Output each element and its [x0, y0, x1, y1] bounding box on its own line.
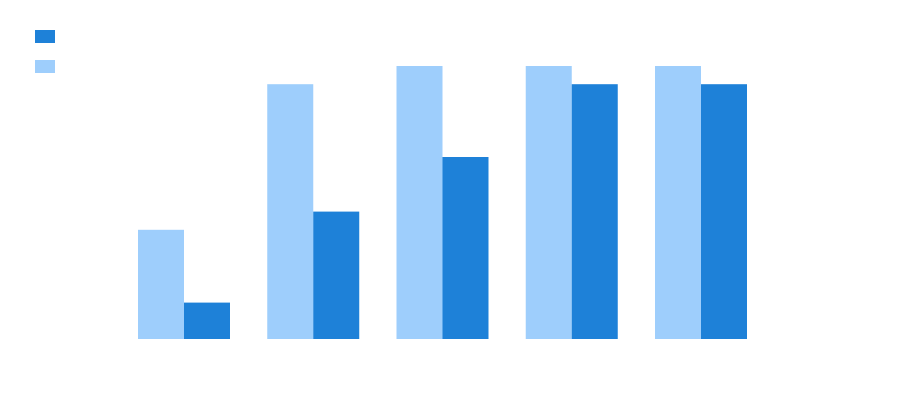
bars — [138, 66, 747, 339]
bar-series2-group3 — [442, 157, 489, 339]
bar-series2-group5 — [701, 84, 747, 339]
bar-series1-group2 — [267, 84, 314, 339]
bar-series2-group1 — [184, 302, 230, 339]
bar-series1-group4 — [525, 66, 572, 339]
bar-series2-group4 — [571, 84, 618, 339]
legend-swatch-series1 — [35, 60, 55, 73]
bar-series1-group5 — [655, 66, 701, 339]
bar-series2-group2 — [313, 211, 360, 339]
bar-series1-group1 — [138, 229, 184, 339]
legend — [35, 30, 55, 73]
bar-series1-group3 — [396, 66, 443, 339]
legend-swatch-series2 — [35, 30, 55, 43]
